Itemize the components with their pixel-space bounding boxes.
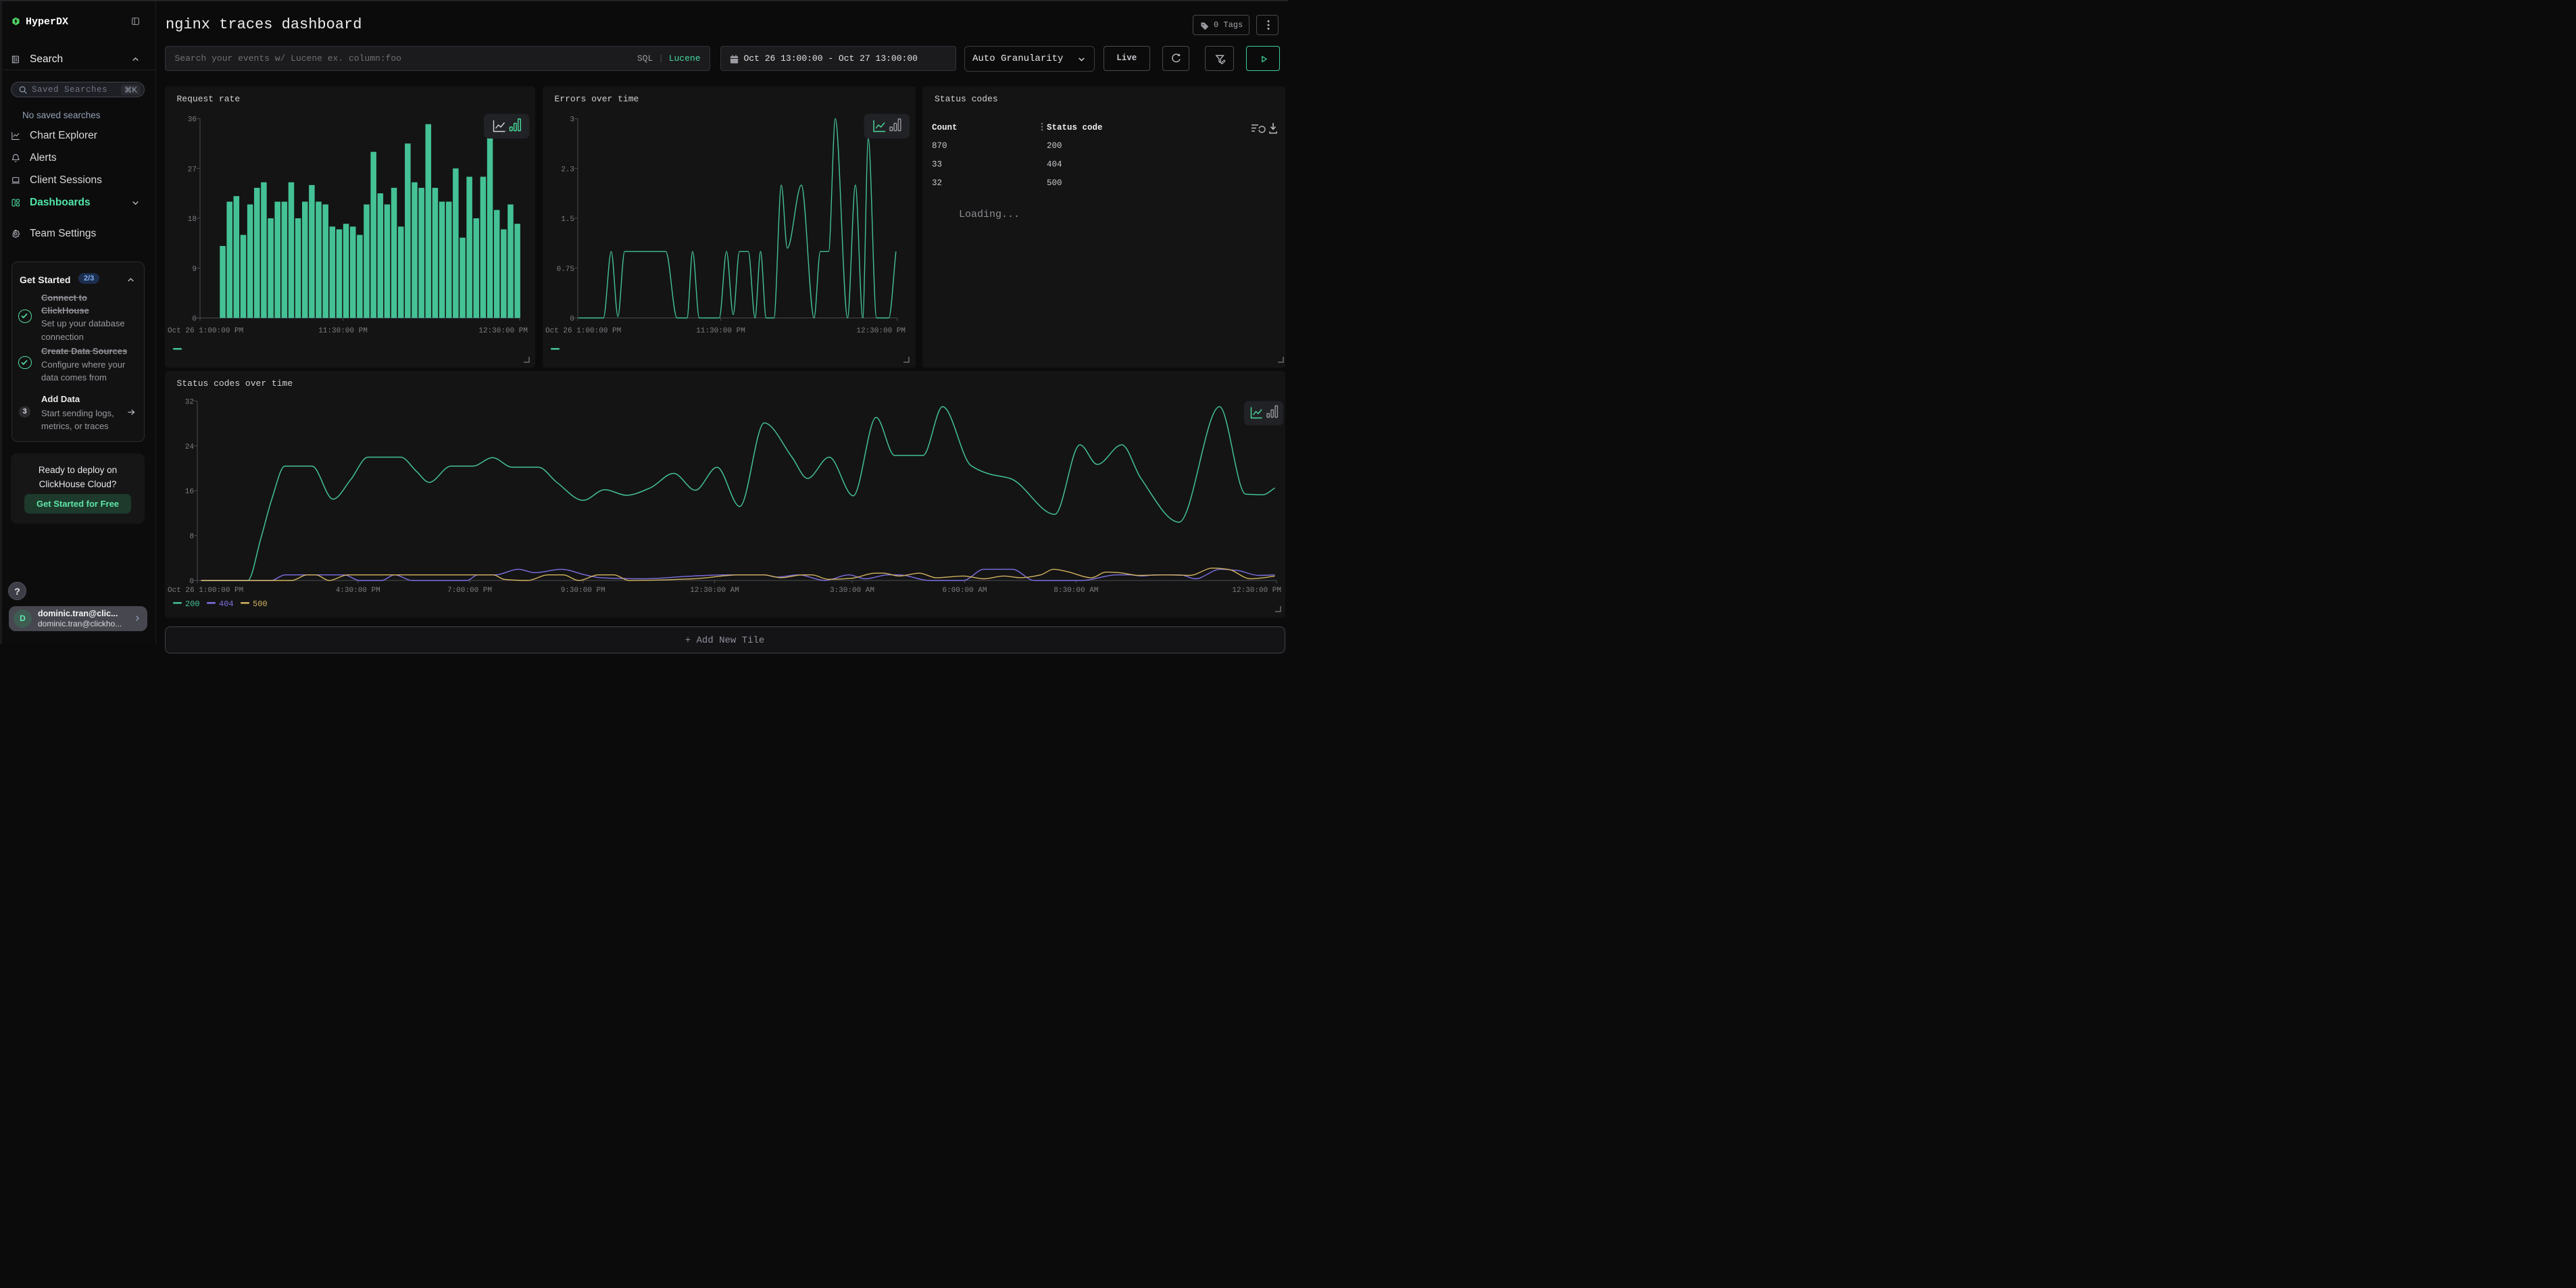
svg-text:6:00:00 AM: 6:00:00 AM — [942, 587, 987, 595]
svg-text:200: 200 — [1047, 141, 1062, 151]
svg-text:33: 33 — [932, 159, 942, 169]
svg-text:11:30:00 PM: 11:30:00 PM — [696, 327, 745, 335]
svg-text:12:30:00 PM: 12:30:00 PM — [856, 327, 906, 335]
svg-text:404: 404 — [1047, 159, 1062, 169]
svg-text:27: 27 — [187, 166, 196, 174]
svg-text:500: 500 — [1047, 178, 1062, 188]
svg-text:7:00:00 PM: 7:00:00 PM — [447, 587, 491, 595]
svg-text:36: 36 — [187, 116, 196, 124]
svg-text:Oct 26 1:00:00 PM: Oct 26 1:00:00 PM — [545, 327, 621, 335]
svg-text:11:30:00 PM: 11:30:00 PM — [318, 327, 368, 335]
svg-text:500: 500 — [253, 599, 268, 609]
svg-text:200: 200 — [185, 599, 200, 609]
svg-text:3: 3 — [570, 116, 574, 124]
svg-text:404: 404 — [219, 599, 234, 609]
svg-text:8:30:00 AM: 8:30:00 AM — [1054, 587, 1098, 595]
svg-text:8: 8 — [189, 533, 194, 541]
svg-text:0: 0 — [570, 315, 574, 323]
svg-text:2.3: 2.3 — [561, 166, 574, 174]
svg-text:0.75: 0.75 — [556, 265, 574, 273]
svg-text:0: 0 — [189, 578, 194, 586]
svg-text:12:30:00 PM: 12:30:00 PM — [1232, 587, 1281, 595]
svg-text:870: 870 — [932, 141, 947, 151]
svg-text:Count: Count — [932, 123, 958, 132]
svg-text:0: 0 — [192, 315, 197, 323]
svg-text:3:30:00 AM: 3:30:00 AM — [829, 587, 874, 595]
svg-text:1.5: 1.5 — [561, 216, 574, 224]
svg-text:Status code: Status code — [1047, 123, 1103, 132]
svg-text:Oct 26 1:00:00 PM: Oct 26 1:00:00 PM — [168, 587, 243, 595]
svg-text:12:30:00 PM: 12:30:00 PM — [478, 327, 528, 335]
svg-text:4:30:00 PM: 4:30:00 PM — [335, 587, 380, 595]
svg-text:12:30:00 AM: 12:30:00 AM — [690, 587, 739, 595]
svg-text:18: 18 — [187, 216, 196, 224]
svg-text:32: 32 — [932, 178, 942, 188]
svg-text:Loading...: Loading... — [959, 209, 1020, 220]
svg-text:24: 24 — [184, 443, 194, 451]
svg-text:16: 16 — [184, 488, 193, 496]
svg-text:32: 32 — [184, 399, 193, 407]
svg-text:Oct 26 1:00:00 PM: Oct 26 1:00:00 PM — [168, 327, 243, 335]
svg-text:9:30:00 PM: 9:30:00 PM — [560, 587, 605, 595]
svg-text:9: 9 — [192, 265, 197, 273]
